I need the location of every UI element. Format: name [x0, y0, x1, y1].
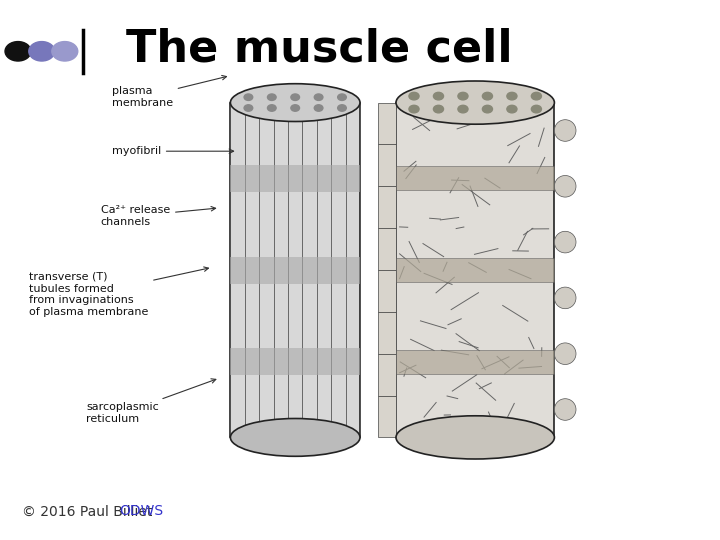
Circle shape — [291, 105, 300, 111]
Bar — [378, 270, 396, 312]
Ellipse shape — [554, 120, 576, 141]
Text: sarcoplasmic
reticulum: sarcoplasmic reticulum — [86, 379, 216, 424]
Ellipse shape — [554, 176, 576, 197]
Circle shape — [409, 92, 419, 100]
Ellipse shape — [554, 231, 576, 253]
Text: Ca²⁺ release
channels: Ca²⁺ release channels — [101, 205, 215, 227]
Circle shape — [267, 105, 276, 111]
Bar — [378, 354, 396, 395]
Circle shape — [338, 94, 346, 100]
Text: transverse (T)
tubules formed
from invaginations
of plasma membrane: transverse (T) tubules formed from invag… — [29, 267, 209, 316]
Circle shape — [338, 105, 346, 111]
Circle shape — [315, 94, 323, 100]
Circle shape — [433, 105, 444, 113]
Bar — [230, 103, 360, 437]
Text: plasma
membrane: plasma membrane — [112, 76, 227, 108]
Ellipse shape — [230, 84, 360, 122]
Circle shape — [244, 94, 253, 100]
Circle shape — [409, 105, 419, 113]
Ellipse shape — [396, 81, 554, 124]
Bar — [378, 395, 396, 437]
Bar — [378, 103, 396, 145]
Bar — [378, 228, 396, 270]
Text: ODWS: ODWS — [119, 504, 163, 518]
Bar — [230, 256, 360, 284]
Ellipse shape — [554, 343, 576, 364]
Ellipse shape — [554, 399, 576, 420]
Ellipse shape — [554, 287, 576, 309]
Circle shape — [267, 94, 276, 100]
Circle shape — [52, 42, 78, 61]
Circle shape — [433, 92, 444, 100]
Bar — [378, 312, 396, 354]
Text: The muscle cell: The muscle cell — [126, 27, 513, 70]
Circle shape — [507, 92, 517, 100]
Ellipse shape — [396, 416, 554, 459]
Text: myofibril: myofibril — [112, 146, 233, 156]
Circle shape — [482, 105, 492, 113]
Text: © 2016 Paul Billiet: © 2016 Paul Billiet — [22, 504, 156, 518]
Circle shape — [291, 94, 300, 100]
Ellipse shape — [230, 418, 360, 456]
Circle shape — [531, 105, 541, 113]
Bar — [378, 186, 396, 228]
Circle shape — [29, 42, 55, 61]
Circle shape — [531, 92, 541, 100]
Circle shape — [244, 105, 253, 111]
Bar — [396, 258, 554, 282]
Circle shape — [5, 42, 31, 61]
Bar — [378, 144, 396, 186]
Bar — [396, 166, 554, 190]
Bar — [396, 350, 554, 374]
Bar — [230, 348, 360, 375]
Circle shape — [458, 92, 468, 100]
Bar — [396, 103, 554, 437]
Circle shape — [458, 105, 468, 113]
Circle shape — [315, 105, 323, 111]
Bar — [130, 92, 677, 491]
Bar — [230, 165, 360, 192]
Circle shape — [507, 105, 517, 113]
Circle shape — [482, 92, 492, 100]
